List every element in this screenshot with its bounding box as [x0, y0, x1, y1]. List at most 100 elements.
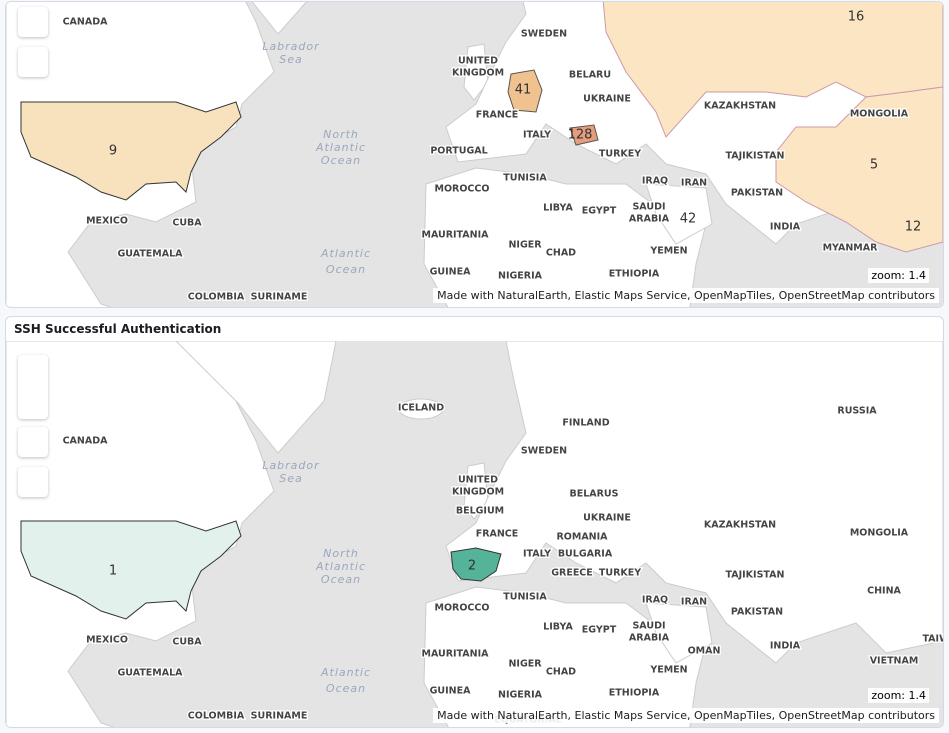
- country-label: PAKISTAN: [731, 607, 783, 618]
- country-label: INDIA: [770, 641, 801, 652]
- count-label: 5: [870, 158, 878, 173]
- country-label: YEMEN: [649, 665, 687, 676]
- panel-title: SSH Successful Authentication: [14, 322, 222, 336]
- region: [507, 69, 543, 113]
- zoom-buttons[interactable]: [18, 355, 48, 419]
- country-label: PAKISTAN: [731, 188, 783, 199]
- country-label: UNITED: [458, 56, 498, 67]
- map-panel: Labrador Sea North Atlantic Ocean Atlantic Oce…: [5, 1, 944, 308]
- country-label: ETHIOPIA: [609, 269, 660, 280]
- country-label: NIGER: [508, 659, 542, 670]
- country-label: MEXICO: [86, 216, 128, 227]
- country-label: OMAN: [688, 646, 721, 657]
- ocean-label: Labrador: [262, 40, 320, 53]
- country-label: SAUDI: [632, 621, 665, 632]
- country-label: BELARU: [569, 70, 611, 81]
- ocean-label: Sea: [279, 53, 303, 66]
- ocean-label: Sea: [279, 472, 303, 485]
- ocean-label: Ocean: [326, 682, 366, 695]
- country-label: IRAN: [681, 597, 707, 608]
- country-label: CHAD: [546, 248, 576, 259]
- country-label: CANADA: [63, 436, 109, 447]
- link[interactable]: OpenStreetMap contributors: [772, 289, 935, 302]
- zoom: zoom: 1.4: [868, 688, 929, 703]
- country-label: LIBYA: [543, 622, 573, 633]
- fullscreen-button[interactable]: [18, 467, 48, 497]
- link[interactable]: OpenMapTiles: [687, 289, 772, 302]
- country-label: SAUDI: [632, 202, 665, 213]
- ocean-label: Atlantic: [320, 666, 371, 679]
- country-label: GREECE: [551, 568, 593, 579]
- region: [450, 547, 502, 582]
- country-label: EGYPT: [582, 625, 617, 636]
- country-label: MONGOLIA: [850, 528, 909, 539]
- country-label: UKRAINE: [583, 94, 631, 105]
- region: [20, 101, 242, 201]
- ocean-label: Atlantic: [320, 247, 371, 260]
- country-label: SWEDEN: [521, 446, 567, 457]
- count-label: 42: [680, 212, 697, 227]
- ocean-label: Atlantic: [315, 141, 366, 154]
- locate-button[interactable]: [18, 7, 48, 37]
- ocean-label: Labrador: [262, 459, 320, 472]
- country-label: UNITED: [458, 475, 498, 486]
- country-label: GUATEMALA: [117, 249, 183, 260]
- region: [569, 124, 599, 146]
- country-label: FRANCE: [476, 529, 519, 540]
- country-label: BELGIUM: [456, 506, 504, 517]
- ocean-label: Atlantic: [315, 560, 366, 573]
- link[interactable]: Made with NaturalEarth: [437, 289, 568, 302]
- country-label: SWEDEN: [521, 29, 567, 40]
- country-label: TURKEY: [599, 568, 641, 579]
- country-label: IRAQ: [642, 176, 668, 187]
- country-label: CUBA: [172, 218, 202, 229]
- country-label: KINGDOM: [452, 68, 504, 79]
- link[interactable]: Elastic Maps Service: [568, 709, 688, 722]
- region: [775, 86, 943, 253]
- country-label: SURINAME: [251, 711, 308, 722]
- country-label: YEMEN: [649, 246, 687, 257]
- country-label: KAZAKHSTAN: [704, 101, 776, 112]
- country-label: CANADA: [63, 17, 109, 28]
- link[interactable]: OpenStreetMap contributors: [772, 709, 935, 722]
- count-label: 9: [109, 144, 117, 159]
- count-label: 2: [468, 559, 476, 574]
- ocean-label: North: [323, 128, 359, 141]
- country-label: MAURITANIA: [421, 649, 489, 660]
- fullscreen-button[interactable]: [18, 47, 48, 77]
- count-label: 1: [109, 564, 117, 579]
- country-label: UKRAINE: [583, 513, 631, 524]
- country-label: GUATEMALA: [117, 668, 183, 679]
- country-label: LIBYA: [543, 203, 573, 214]
- map[interactable]: LabradorSeaNorthAtlanticOceanAtlanticOce…: [6, 2, 943, 307]
- country-label: TAJIKISTAN: [726, 151, 785, 162]
- country-label: PORTUGAL: [430, 146, 487, 157]
- country-label: BULGARIA: [558, 549, 613, 560]
- count-label: 16: [848, 10, 865, 25]
- map[interactable]: LabradorSeaNorthAtlanticOceanAtlanticOce…: [6, 341, 943, 727]
- ocean-label: Ocean: [326, 263, 366, 276]
- link[interactable]: Made with NaturalEarth: [437, 709, 568, 722]
- country-label: TAIW: [922, 634, 943, 645]
- ocean-label: North: [323, 547, 359, 560]
- country-label: TURKEY: [599, 149, 641, 160]
- country-label: BELARUS: [569, 489, 618, 500]
- country-label: TUNISIA: [503, 592, 547, 603]
- link[interactable]: OpenMapTiles: [687, 709, 772, 722]
- country-label: INDIA: [770, 222, 801, 233]
- locate-button[interactable]: [18, 427, 48, 457]
- country-label: COLOMBIA: [188, 711, 245, 722]
- country-label: ITALY: [523, 130, 551, 141]
- count-label: 128: [568, 128, 593, 143]
- country-label: ETHIOPIA: [609, 688, 660, 699]
- country-label: NIGERIA: [498, 690, 543, 701]
- country-label: MAURITANIA: [421, 230, 489, 241]
- country-label: NIGER: [508, 240, 542, 251]
- country-label: KAZAKHSTAN: [704, 520, 776, 531]
- link[interactable]: Elastic Maps Service: [568, 289, 688, 302]
- country-label: CHAD: [546, 667, 576, 678]
- country-label: ITALY: [523, 549, 551, 560]
- country-label: FINLAND: [562, 418, 609, 429]
- country-label: CHINA: [867, 586, 901, 597]
